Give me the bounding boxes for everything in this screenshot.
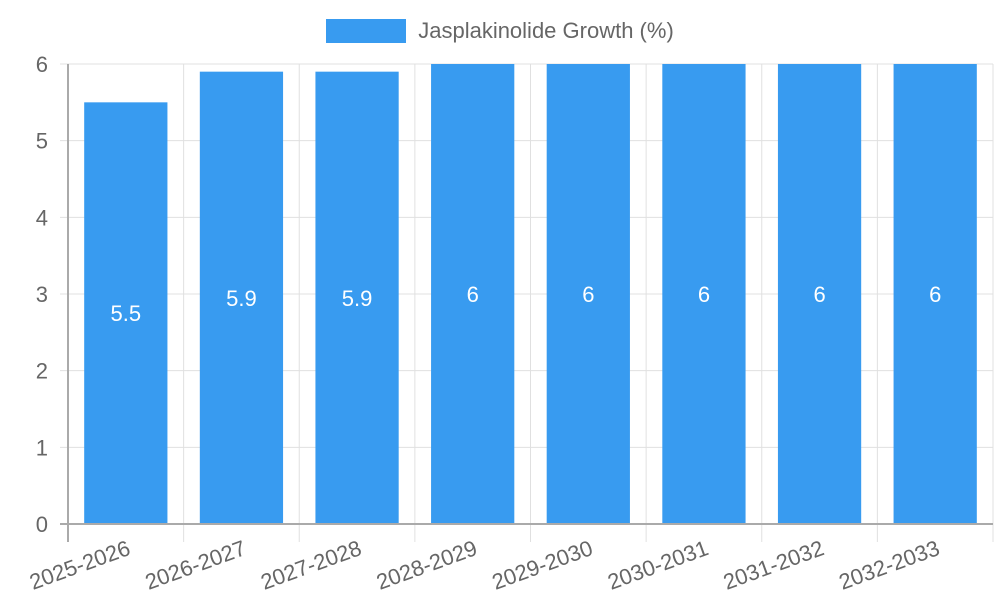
chart-legend: Jasplakinolide Growth (%) bbox=[0, 18, 1000, 44]
y-tick-label: 1 bbox=[36, 435, 48, 460]
x-tick-label: 2030-2031 bbox=[604, 535, 711, 594]
data-label: 6 bbox=[467, 282, 479, 307]
y-tick-label: 2 bbox=[36, 359, 48, 384]
data-label: 6 bbox=[813, 282, 825, 307]
bar-2025-2026[interactable] bbox=[84, 102, 168, 524]
bar-2028-2029[interactable] bbox=[431, 64, 515, 524]
x-axis-ticks: 2025-2026 2026-2027 2027-2028 2028-2029 2029… bbox=[26, 535, 943, 594]
x-tick-label: 2025-2026 bbox=[26, 535, 133, 594]
data-label: 6 bbox=[582, 282, 594, 307]
bar-2029-2030[interactable] bbox=[546, 64, 630, 524]
x-tick-label: 2028-2029 bbox=[373, 535, 480, 594]
data-label: 5.9 bbox=[226, 286, 257, 311]
x-tick-label: 2031-2032 bbox=[720, 535, 827, 594]
x-tick-label: 2026-2027 bbox=[142, 535, 249, 594]
data-label: 5.5 bbox=[111, 301, 142, 326]
data-label: 5.9 bbox=[342, 286, 373, 311]
y-axis-ticks: 0 1 2 3 4 5 6 bbox=[36, 52, 48, 537]
x-tick-label: 2029-2030 bbox=[489, 535, 596, 594]
y-tick-label: 6 bbox=[36, 52, 48, 77]
bar-2027-2028[interactable] bbox=[315, 71, 399, 525]
y-tick-label: 5 bbox=[36, 129, 48, 154]
bar-2031-2032[interactable] bbox=[777, 64, 862, 524]
bars bbox=[84, 64, 977, 525]
data-labels: 5.5 5.9 5.9 6 6 6 6 6 bbox=[111, 282, 942, 326]
y-tick-label: 4 bbox=[36, 205, 48, 230]
legend-swatch[interactable] bbox=[326, 19, 407, 43]
data-label: 6 bbox=[929, 282, 941, 307]
y-tick-label: 0 bbox=[36, 512, 48, 537]
axes bbox=[60, 64, 993, 542]
x-tick-label: 2032-2033 bbox=[835, 535, 942, 594]
bar-2026-2027[interactable] bbox=[199, 71, 284, 525]
legend-label: Jasplakinolide Growth (%) bbox=[418, 18, 674, 43]
x-tick-label: 2027-2028 bbox=[257, 535, 364, 594]
bar-2032-2033[interactable] bbox=[893, 64, 977, 524]
bar-2030-2031[interactable] bbox=[662, 64, 746, 524]
y-tick-label: 3 bbox=[36, 282, 48, 307]
data-label: 6 bbox=[698, 282, 710, 307]
